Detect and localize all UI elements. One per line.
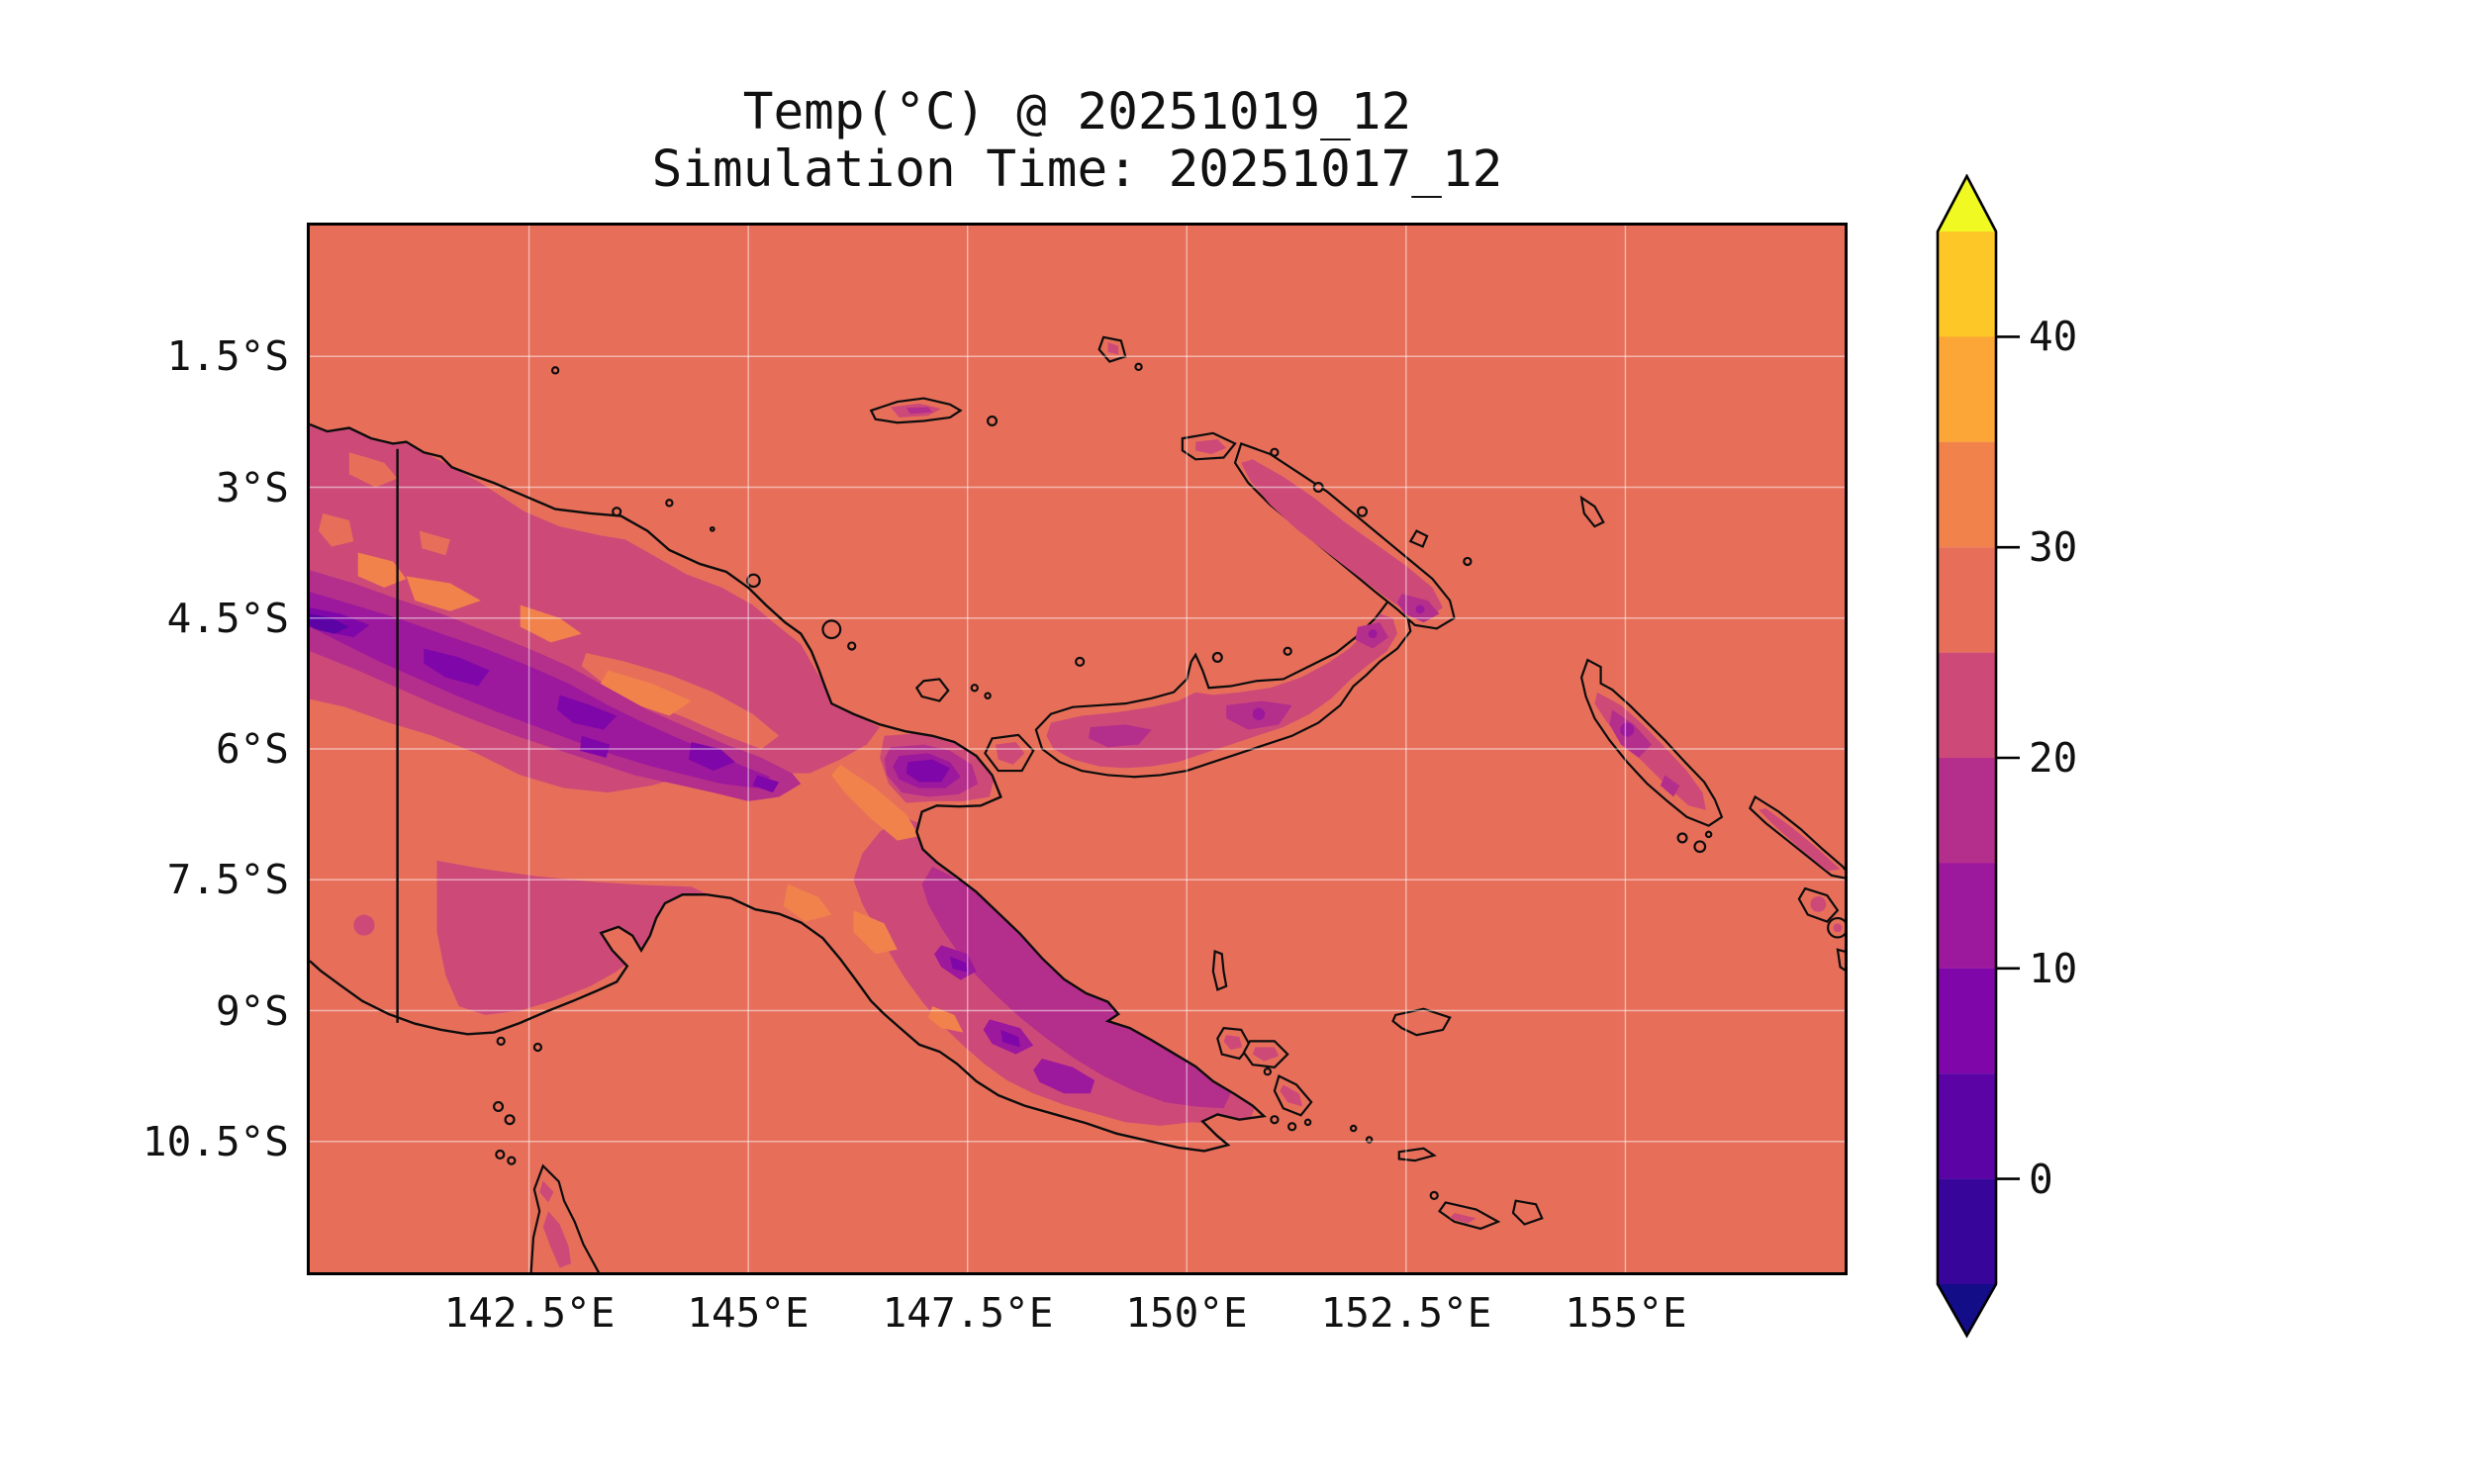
x-tick-label: 150°E (1125, 1289, 1248, 1337)
long-island (916, 679, 948, 700)
colorbar-outline (1936, 174, 1998, 1339)
colorbar-bands (1938, 176, 1996, 1336)
island-purple-cores (1252, 604, 1635, 737)
islet (1271, 1116, 1278, 1123)
islet (496, 1151, 504, 1159)
islet (711, 527, 714, 531)
y-tick-label: 6°S (215, 725, 289, 773)
x-tick-label: 147.5°E (882, 1289, 1054, 1337)
y-tick-label: 10.5°S (142, 1118, 289, 1165)
colorbar (1936, 174, 2020, 1339)
islet (666, 500, 672, 506)
x-tick-label: 145°E (687, 1289, 809, 1337)
graticule (310, 226, 1845, 1272)
x-tick-label: 142.5°E (443, 1289, 616, 1337)
islet (1410, 531, 1427, 547)
colorbar-tick-label: 0 (2029, 1156, 2053, 1203)
islet (988, 417, 997, 425)
islet (534, 1044, 541, 1051)
x-tick-label: 152.5°E (1320, 1289, 1492, 1337)
new-guinea-coastline (310, 424, 1264, 1151)
islet (1271, 449, 1278, 456)
islands (494, 337, 1845, 1272)
x-tick-label: 155°E (1565, 1289, 1687, 1337)
islet (1706, 832, 1711, 837)
temperature-contour-map (310, 226, 1845, 1272)
trobriand-island (1213, 952, 1226, 990)
islet (848, 642, 855, 649)
islet (1678, 834, 1687, 843)
island-outlines (494, 337, 1845, 1272)
rossel-island (1513, 1201, 1542, 1225)
colorbar-extend-max (1938, 176, 1996, 232)
islet (508, 1158, 515, 1164)
figure-subtitle: Simulation Time: 20251017_12 (651, 140, 1503, 199)
islet (506, 1115, 515, 1124)
islet (498, 1038, 505, 1045)
manam-island (747, 575, 759, 587)
colorbar-tick-marks (1996, 335, 2020, 1180)
y-tick-label: 7.5°S (166, 856, 289, 903)
y-tick-label: 3°S (215, 464, 289, 511)
islet (552, 367, 558, 373)
figure-title: Temp(°C) @ 20251019_12 (742, 83, 1412, 141)
islet (1581, 498, 1603, 526)
misima-island (1399, 1149, 1434, 1160)
islet (1464, 558, 1471, 565)
map-plot-area (307, 223, 1848, 1275)
tagula-island (1440, 1202, 1498, 1228)
islet (1135, 364, 1141, 370)
y-tick-label: 1.5°S (166, 332, 289, 380)
islet (1694, 841, 1705, 852)
coastlines (310, 424, 1264, 1151)
colorbar-tick-label: 10 (2029, 945, 2078, 992)
colorbar-extend-min (1938, 1284, 1996, 1336)
islet (494, 1102, 503, 1111)
colorbar-tick-label: 40 (2029, 313, 2078, 360)
band-30-35 (357, 552, 1043, 1033)
colorbar-tick-label: 20 (2029, 734, 2078, 782)
y-tick-label: 4.5°S (166, 595, 289, 642)
islet (1838, 950, 1845, 975)
islet (1431, 1192, 1438, 1199)
islet (1213, 653, 1222, 662)
islet (1288, 1123, 1295, 1130)
islet (1305, 1120, 1310, 1125)
islet (1265, 1068, 1271, 1074)
islet (985, 694, 990, 698)
karkar-island (822, 620, 840, 638)
islet (1285, 648, 1291, 655)
islet (1076, 658, 1084, 666)
islet (1351, 1126, 1356, 1131)
islet (1358, 508, 1367, 516)
islet (972, 685, 978, 691)
y-tick-label: 9°S (215, 987, 289, 1035)
colorbar-tick-label: 30 (2029, 523, 2078, 571)
